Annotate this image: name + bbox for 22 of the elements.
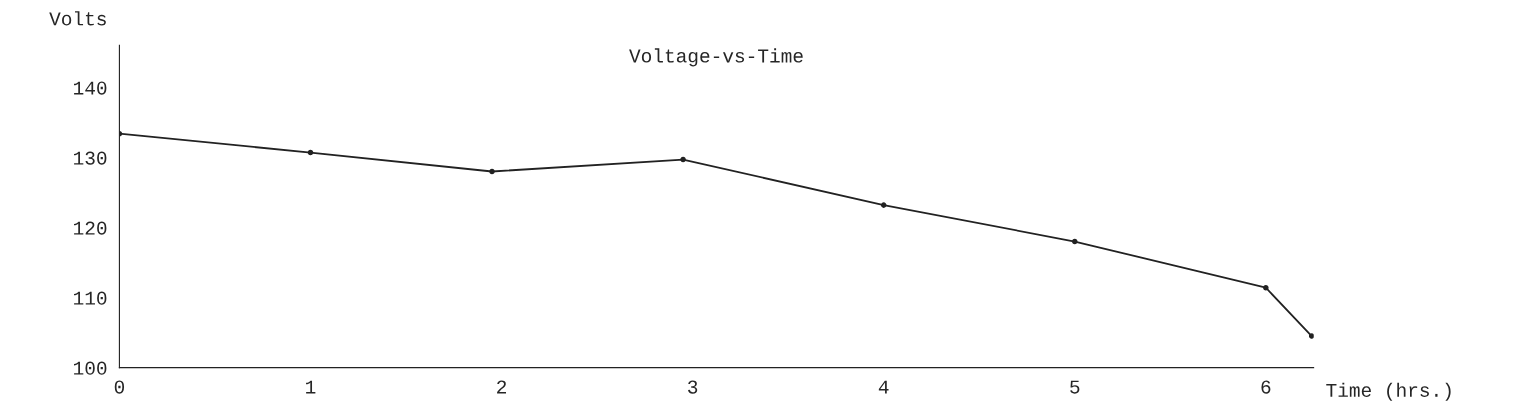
x-tick-label: 4 [878, 380, 889, 394]
x-tick-label: 0 [114, 380, 125, 394]
point [489, 168, 495, 175]
point [680, 156, 686, 163]
x-axis-title: Time (hrs.) [1326, 382, 1451, 401]
point [1308, 333, 1314, 339]
y-tick-label: 120 [74, 221, 107, 235]
chart-title: Voltage-vs-Time [629, 48, 803, 67]
y-axis-title: Volts [49, 11, 106, 26]
x-tick-label: 6 [1261, 380, 1271, 394]
x-tick-label: 1 [306, 380, 316, 394]
point [880, 202, 887, 208]
point [1071, 238, 1078, 245]
x-tick-label: 2 [497, 380, 507, 394]
x-tick-label: 3 [688, 380, 698, 394]
y-tick-label: 100 [74, 361, 107, 375]
x-tick-label: 5 [1070, 380, 1080, 394]
y-tick-label: 130 [74, 151, 107, 165]
y-tick-label: 140 [74, 81, 107, 95]
point [1263, 284, 1269, 291]
y-tick-label: 110 [74, 291, 107, 305]
point [307, 149, 314, 156]
